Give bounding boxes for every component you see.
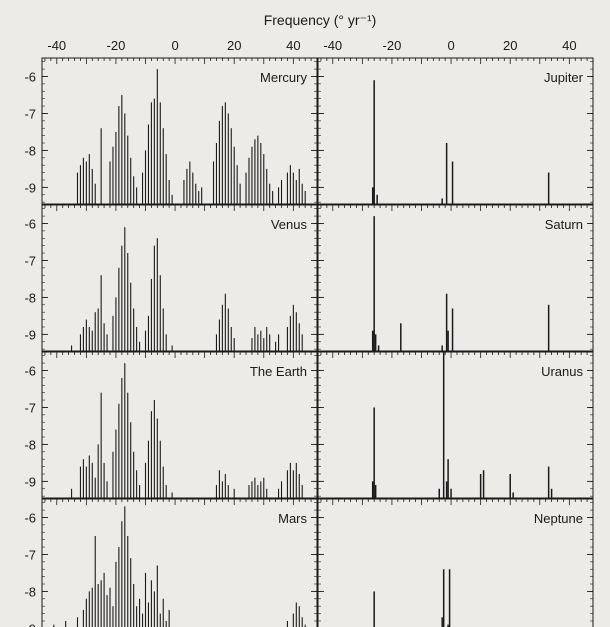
panel-name: Saturn [545,217,583,232]
panel-mars: -6 -7 -8 -9 Mars [24,498,318,627]
x-tick-label: -20 [107,38,126,53]
y-tick-label: -9 [24,180,36,195]
x-tick-label: 0 [447,38,454,53]
y-tick-label: -7 [24,253,36,268]
panel-name: Venus [271,217,308,232]
panel-frame [317,204,594,352]
y-tick-label: -6 [24,363,36,378]
panel-frame [317,57,594,205]
x-tick-label: -40 [323,38,342,53]
y-tick-label: -6 [24,69,36,84]
panel-name: Mars [278,511,307,526]
panel-frame [41,204,318,352]
x-tick-label: -40 [47,38,66,53]
y-tick-label: -8 [24,143,36,158]
panel-name: The Earth [250,364,307,379]
panel-jupiter: Jupiter [317,57,594,205]
x-tick-label: 40 [562,38,576,53]
panel-uranus: Uranus [317,351,594,499]
panel-name: Jupiter [544,70,584,85]
x-tick-label: -20 [383,38,402,53]
panel-frame [317,351,594,499]
panel-the-earth: -6 -7 -8 -9 The Earth [24,351,318,499]
top-frequency-axis: -40 -20 0 20 40 -40 -20 0 20 40 [47,38,576,53]
y-tick-label: -6 [24,510,36,525]
panel-name: Mercury [260,70,307,85]
y-tick-label: -9 [24,474,36,489]
y-tick-label: -8 [24,437,36,452]
x-tick-label: 0 [171,38,178,53]
panel-neptune: Neptune [317,498,594,627]
x-tick-label: 40 [286,38,300,53]
y-tick-label: -7 [24,547,36,562]
panel-name: Uranus [541,364,583,379]
y-tick-label: -7 [24,400,36,415]
x-tick-label: 20 [503,38,517,53]
y-tick-label: -8 [24,290,36,305]
y-tick-label: -9 [24,327,36,342]
y-tick-label: -8 [24,584,36,599]
panel-venus: -6 -7 -8 -9 Venus [24,204,318,352]
panel-frame [41,351,318,499]
panel-frame [41,498,318,627]
y-tick-label: -6 [24,216,36,231]
y-tick-label: -9 [24,621,36,627]
panel-name: Neptune [534,511,583,526]
panel-mercury: -6 -7 -8 -9 Mercury [24,57,318,205]
panel-frame [41,57,318,205]
panels-grid: -6 -7 -8 -9 Mercury -6 -7 -8 -9 Venus -6 -7 -8 -9 The … [24,57,594,627]
figure-title: Frequency (° yr⁻¹) [264,12,377,28]
panel-frame [317,498,594,627]
panel-saturn: Saturn [317,204,594,352]
y-tick-label: -7 [24,106,36,121]
x-tick-label: 20 [227,38,241,53]
